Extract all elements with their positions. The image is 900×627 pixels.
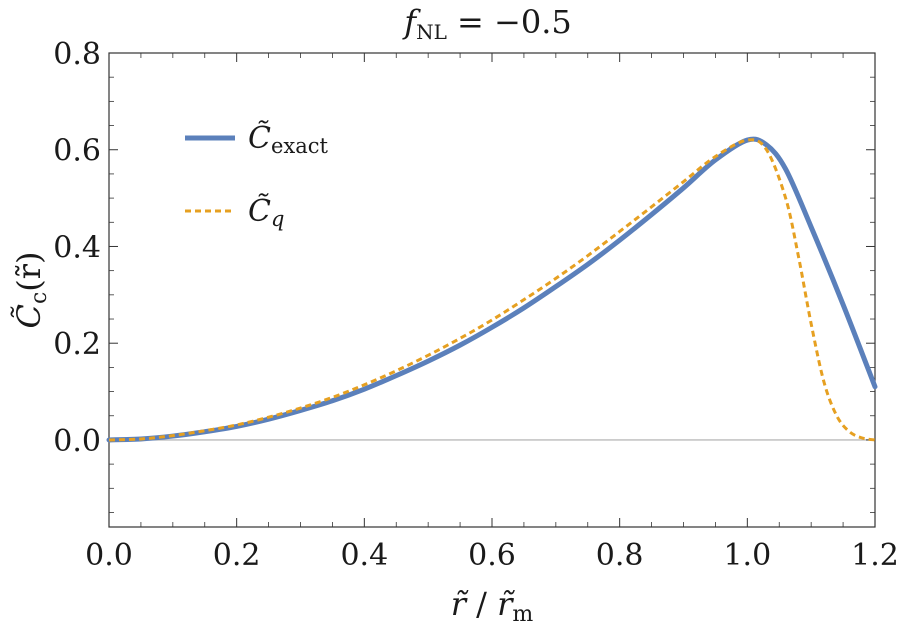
xlabel-sep: /	[466, 585, 497, 623]
y-tick-label: 0.2	[53, 327, 101, 362]
legend-exact-sub: exact	[271, 134, 329, 158]
xlabel-sub: m	[512, 602, 533, 627]
axis-ticks	[108, 52, 876, 527]
series-line-q	[108, 138, 876, 442]
series-layer	[106, 136, 878, 443]
y-tick-label: 0.6	[53, 134, 101, 169]
y-tick-label: 0.0	[53, 424, 101, 459]
x-tick-label: 1.2	[851, 538, 899, 573]
x-tick-label: 0.4	[340, 538, 388, 573]
xlabel-den: r̃	[497, 585, 516, 623]
x-axis-title: r̃ / r̃m	[451, 585, 534, 627]
y-axis-title: C̃c(r̃)	[10, 251, 52, 328]
series-line-exact	[106, 136, 878, 443]
x-tick-label: 1.0	[723, 538, 771, 573]
legend-q-main: C̃	[248, 194, 271, 229]
axis-tick-labels: 0.0 0.2 0.4 0.6 0.8 1.0 1.2 0.0 0.2 0.4 0.6 0.8	[53, 37, 899, 573]
title-sub: NL	[416, 20, 447, 44]
legend: C̃exact C̃q	[185, 121, 329, 231]
title-rest: = −0.5	[447, 3, 572, 41]
ylabel-sub: c	[27, 292, 52, 304]
legend-label-exact: C̃exact	[248, 121, 329, 158]
x-tick-label: 0.2	[213, 538, 261, 573]
legend-exact-main: C̃	[248, 121, 271, 156]
ylabel-main: C̃	[10, 304, 48, 328]
plot-title: fNL = −0.5	[402, 3, 571, 44]
legend-label-q: C̃q	[248, 194, 284, 231]
x-tick-label: 0.0	[85, 538, 133, 573]
xlabel-var: r̃	[451, 585, 470, 623]
x-tick-label: 0.6	[468, 538, 516, 573]
y-tick-label: 0.8	[53, 37, 101, 72]
ylabel-arg: (r̃)	[10, 251, 48, 291]
plot-frame	[108, 52, 876, 528]
y-tick-label: 0.4	[53, 230, 101, 265]
legend-q-sub: q	[271, 207, 284, 231]
x-tick-label: 0.8	[596, 538, 644, 573]
